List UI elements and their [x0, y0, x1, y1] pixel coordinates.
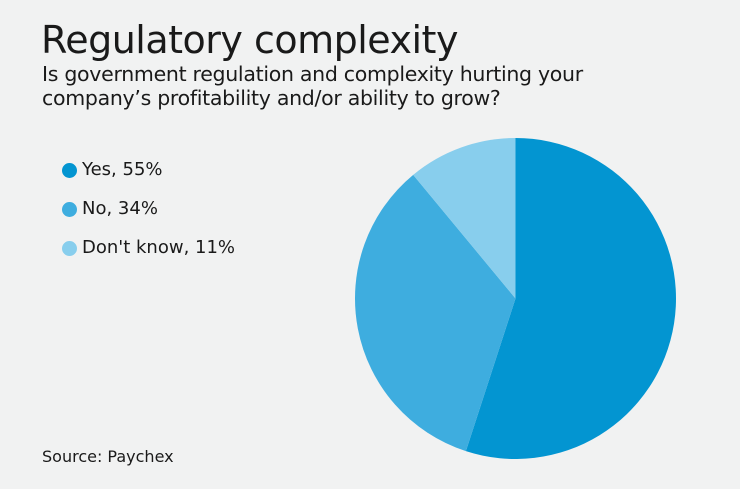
legend-label-dont-know: Don't know, 11% — [82, 237, 236, 258]
pie-slices — [355, 138, 676, 459]
legend-dot-dont-know — [62, 240, 77, 256]
legend-item-no: No, 34% — [62, 197, 235, 221]
source-note: Source: Paychex — [42, 447, 174, 466]
legend-item-yes: Yes, 55% — [62, 158, 235, 182]
legend-item-dont-know: Don't know, 11% — [62, 236, 235, 260]
legend-label-no: No, 34% — [82, 198, 158, 219]
legend: Yes, 55% No, 34% Don't know, 11% — [62, 158, 235, 275]
legend-dot-no — [62, 201, 77, 217]
legend-label-yes: Yes, 55% — [82, 159, 163, 180]
pie-slice-don-t-know — [413, 138, 516, 299]
pie-slice-no — [355, 174, 516, 452]
chart-title: Regulatory complexity — [41, 18, 458, 62]
legend-dot-yes — [62, 162, 77, 178]
pie-slice-yes — [465, 138, 676, 459]
chart-subtitle: Is government regulation and complexity … — [42, 62, 583, 110]
